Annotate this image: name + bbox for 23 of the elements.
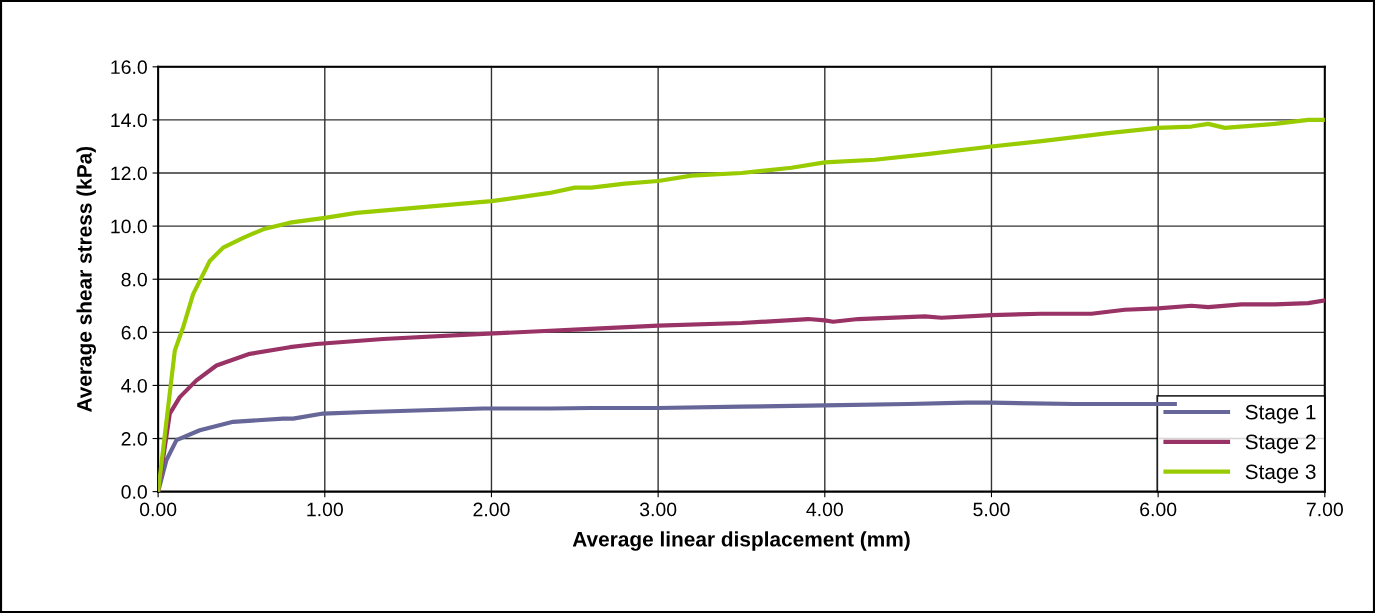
y-tick-label: 4.0	[121, 378, 147, 393]
y-axis-title: Average shear stress (kPa)	[76, 146, 96, 413]
x-tick-label: 3.00	[639, 502, 677, 517]
legend-label: Stage 2	[1245, 434, 1316, 454]
x-tick-label: 7.00	[1306, 502, 1343, 517]
x-tick-label: 4.00	[806, 502, 843, 517]
y-tick-label: 10.0	[111, 219, 147, 234]
y-tick-label: 12.0	[111, 166, 147, 181]
y-tick-label: 14.0	[111, 113, 147, 128]
y-tick-label: 6.0	[121, 325, 147, 340]
y-tick-label: 16.0	[111, 60, 147, 75]
x-tick-label: 5.00	[973, 502, 1010, 517]
x-tick-label: 1.00	[307, 502, 343, 517]
legend-label: Stage 1	[1245, 404, 1316, 424]
x-tick-label: 2.00	[473, 502, 510, 517]
x-tick-label: 6.00	[1140, 502, 1177, 517]
x-tick-label: 0.00	[139, 502, 177, 517]
y-tick-label: 8.0	[121, 272, 147, 287]
y-tick-label: 2.0	[121, 431, 147, 446]
legend-label: Stage 3	[1245, 464, 1316, 484]
line-series	[158, 400, 1177, 492]
y-tick-label: 0.0	[121, 485, 147, 499]
x-axis-title: Average linear displacement (mm)	[572, 531, 910, 551]
